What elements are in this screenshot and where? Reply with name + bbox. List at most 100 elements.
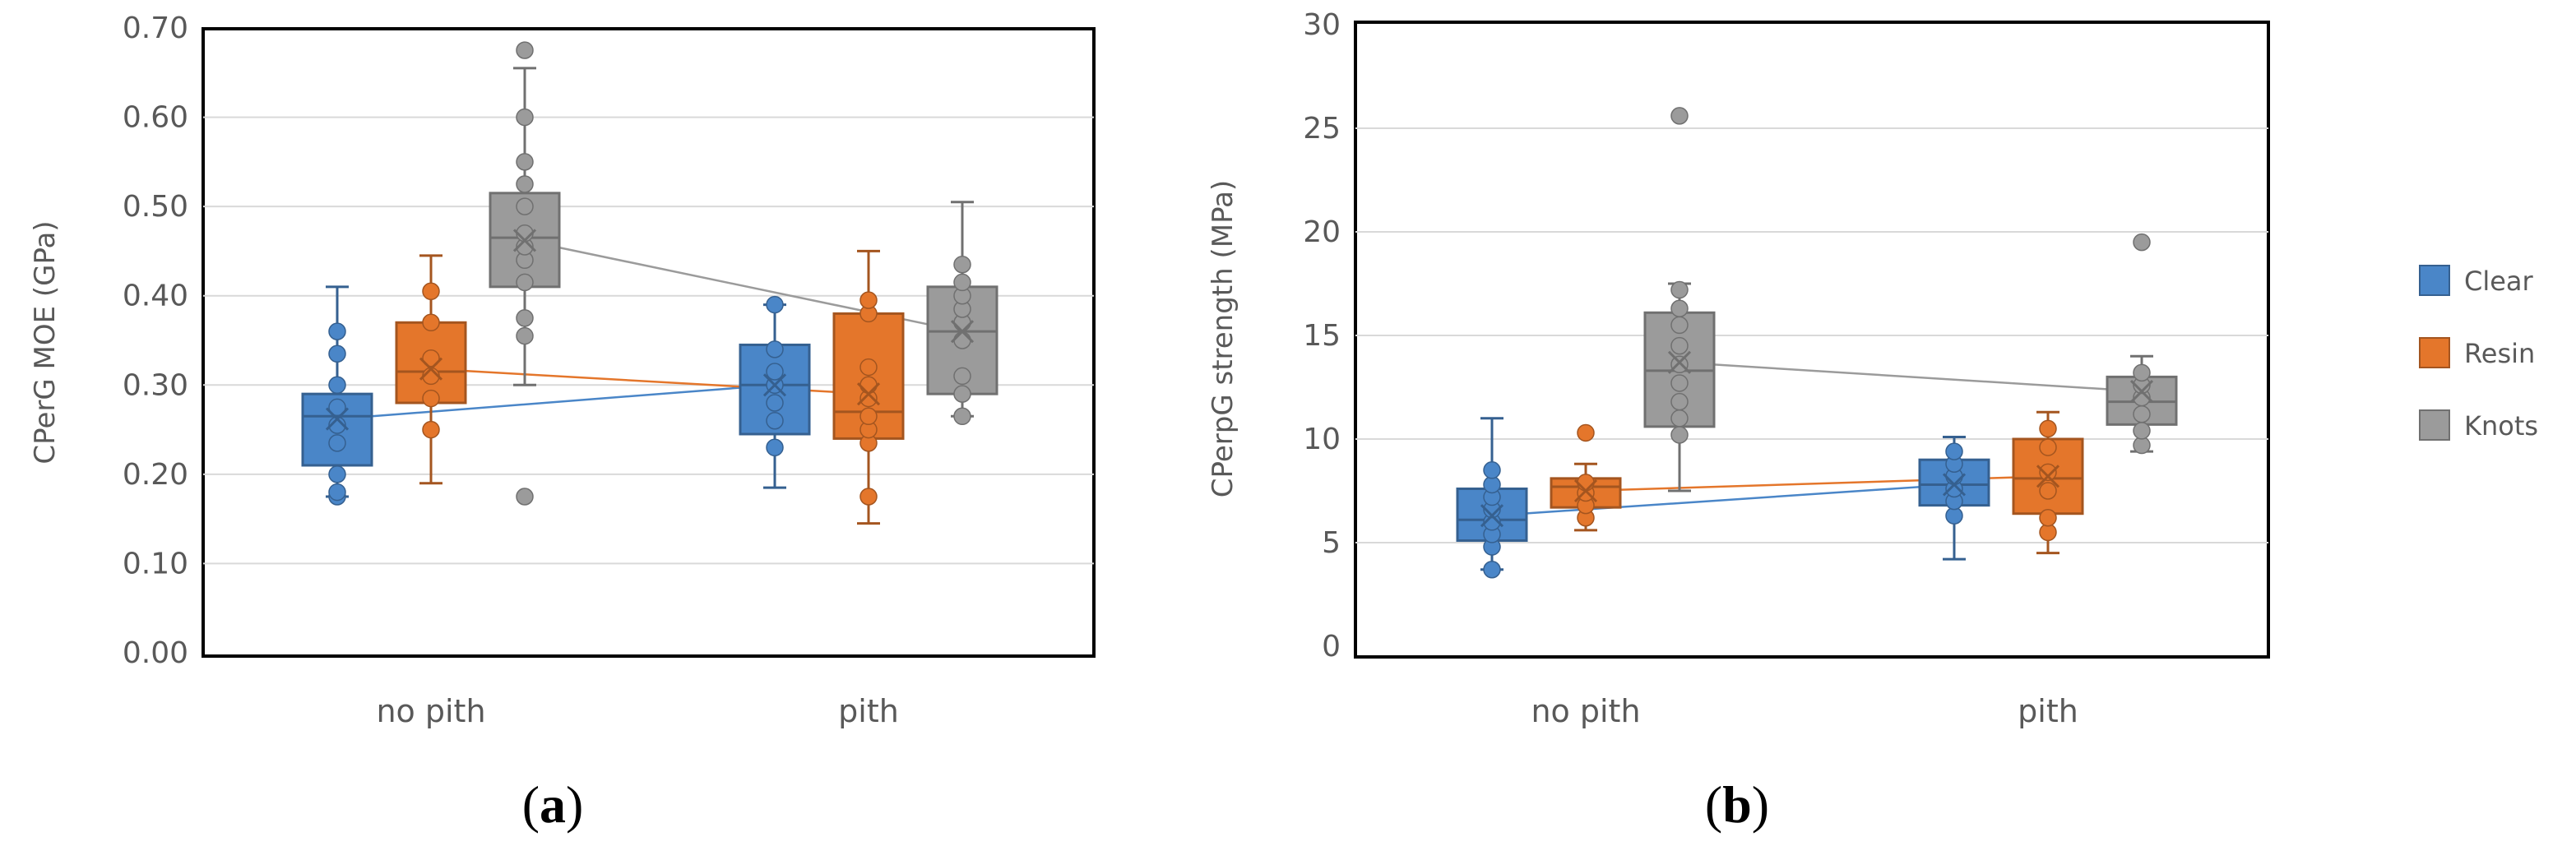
legend-swatch	[2419, 337, 2450, 368]
data-point	[859, 488, 878, 506]
data-point	[516, 309, 534, 327]
data-point	[766, 394, 784, 412]
y-tick-label: 20	[1303, 215, 1341, 249]
data-point	[328, 483, 346, 502]
data-point	[2039, 438, 2057, 456]
legend-swatch	[2419, 409, 2450, 441]
data-point	[1483, 461, 1501, 479]
data-point	[2039, 482, 2057, 500]
panel-label-b: (b)	[1705, 775, 1769, 834]
data-point	[1670, 409, 1689, 428]
box-plot-group	[489, 41, 561, 506]
y-tick-label: 5	[1322, 526, 1341, 560]
data-point	[328, 465, 346, 483]
data-point	[516, 41, 534, 59]
legend-label: Knots	[2464, 410, 2538, 442]
box-plot-group	[301, 285, 373, 506]
mean-marker	[1667, 350, 1692, 374]
data-point	[2039, 463, 2057, 482]
data-point	[328, 322, 346, 340]
box-plot-group	[2012, 410, 2084, 555]
y-axis-label-a: CPerG MOE (GPa)	[29, 220, 62, 464]
data-point	[953, 331, 971, 349]
data-point	[1670, 107, 1689, 125]
box-plot-group	[2106, 233, 2178, 455]
data-point	[953, 255, 971, 274]
data-point	[953, 407, 971, 426]
data-point	[766, 438, 784, 457]
mean-trend-line	[1679, 361, 2143, 393]
data-point	[1670, 280, 1689, 299]
legend-swatch	[2419, 265, 2450, 296]
mean-marker	[1573, 479, 1598, 503]
panel-label-b-letter: b	[1722, 775, 1752, 834]
data-point	[516, 108, 534, 127]
data-point	[859, 358, 878, 377]
box-plot-group	[832, 249, 905, 525]
mean-trend-line	[1491, 483, 1955, 517]
category-labels-b: no pith pith	[1531, 693, 2078, 729]
boxes-b	[1456, 107, 2178, 579]
data-point	[516, 488, 534, 506]
data-point	[953, 273, 971, 292]
y-tick-label: 0.50	[123, 190, 188, 224]
y-axis-label-b: CPerpG strength (MPa)	[1207, 180, 1239, 497]
mean-marker	[1480, 504, 1504, 528]
y-tick-label: 0.10	[123, 547, 188, 580]
panel-label-a-letter: a	[540, 775, 566, 834]
data-point	[2039, 419, 2057, 438]
gridlines-a	[203, 116, 1094, 565]
y-tick-label: 0.00	[123, 636, 188, 670]
panel-label-a: (a)	[522, 775, 584, 834]
box-plot-group	[926, 201, 998, 426]
gridlines-b	[1355, 127, 2268, 543]
legend-label: Clear	[2464, 266, 2534, 297]
data-point	[766, 340, 784, 358]
data-point	[859, 376, 878, 395]
data-point	[328, 398, 346, 417]
y-tick-label: 0.20	[123, 458, 188, 492]
legend-label: Resin	[2464, 338, 2535, 369]
category-labels-a: no pith pith	[376, 693, 898, 729]
data-point	[2133, 363, 2151, 382]
panel-b-chart: 0 5 10 15 20 25 30 no pith pith CPerpG strength…	[1207, 8, 2270, 834]
data-point	[1577, 423, 1595, 442]
data-point	[2133, 405, 2151, 423]
data-point	[328, 434, 346, 452]
data-point	[516, 273, 534, 292]
box-plot-group	[1550, 423, 1622, 532]
legend: Clear Resin Knots	[2419, 265, 2538, 442]
data-point	[1670, 374, 1689, 392]
data-point	[328, 416, 346, 434]
data-point	[2133, 233, 2151, 252]
data-point	[953, 367, 971, 386]
y-ticks-b: 0 5 10 15 20 25 30	[1303, 8, 1341, 663]
data-point	[516, 326, 534, 345]
data-point	[1577, 474, 1595, 492]
y-tick-label: 0	[1322, 630, 1341, 663]
data-point	[516, 197, 534, 215]
data-point	[766, 363, 784, 381]
mean-trend-line	[336, 384, 776, 420]
data-point	[1670, 355, 1689, 374]
data-point	[1670, 299, 1689, 317]
data-point	[1945, 442, 1963, 460]
data-point	[1670, 426, 1689, 444]
box-plot-group	[1456, 417, 1528, 579]
data-point	[1670, 336, 1689, 355]
box-plot-group	[739, 295, 811, 489]
data-point	[1483, 561, 1501, 579]
mean-marker	[1942, 473, 1967, 497]
y-ticks-a: 0.00 0.10 0.20 0.30 0.40 0.50 0.60 0.70	[123, 12, 188, 670]
category-label: pith	[838, 693, 899, 729]
data-point	[2133, 422, 2151, 440]
panel-a-chart: 0.00 0.10 0.20 0.30 0.40 0.50 0.60 0.70 no pith…	[29, 12, 1096, 834]
y-tick-label: 10	[1303, 423, 1341, 456]
data-point	[1670, 316, 1689, 335]
y-tick-label: 0.40	[123, 280, 188, 313]
data-point	[1670, 392, 1689, 411]
category-label: no pith	[1531, 693, 1640, 729]
box-plot-group	[1643, 107, 1716, 492]
data-point	[328, 344, 346, 363]
